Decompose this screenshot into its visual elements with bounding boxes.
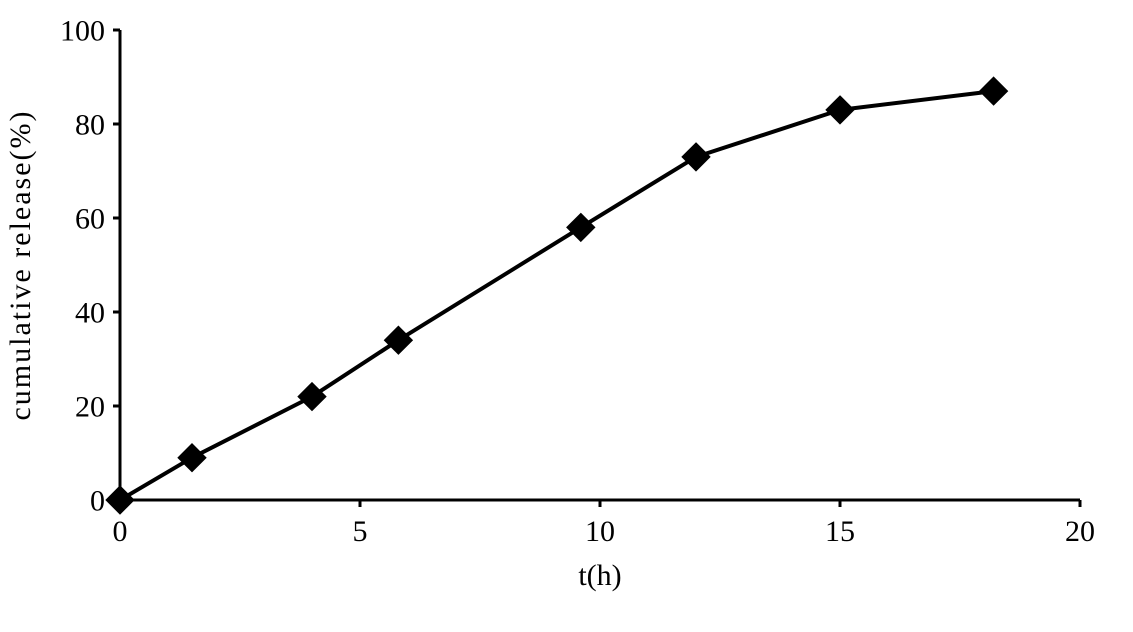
y-tick-label: 0	[90, 485, 105, 518]
y-tick-label: 80	[75, 109, 105, 142]
x-tick-label: 0	[113, 515, 128, 548]
x-tick-label: 15	[825, 515, 855, 548]
x-tick-label: 5	[353, 515, 368, 548]
y-tick-label: 40	[75, 297, 105, 330]
y-axis-label: cumulative release(%)	[4, 109, 37, 420]
y-tick-label: 20	[75, 391, 105, 424]
y-tick-label: 60	[75, 203, 105, 236]
x-tick-label: 20	[1065, 515, 1095, 548]
y-tick-label: 100	[60, 15, 105, 48]
x-axis-label: t(h)	[578, 559, 621, 592]
x-tick-label: 10	[585, 515, 615, 548]
release-chart: 0 5 10 15 20 0 20 40 60 80 100 t(h) cumulative relea…	[0, 0, 1133, 632]
chart-svg: 0 5 10 15 20 0 20 40 60 80 100 t(h) cumulative relea…	[0, 0, 1133, 632]
